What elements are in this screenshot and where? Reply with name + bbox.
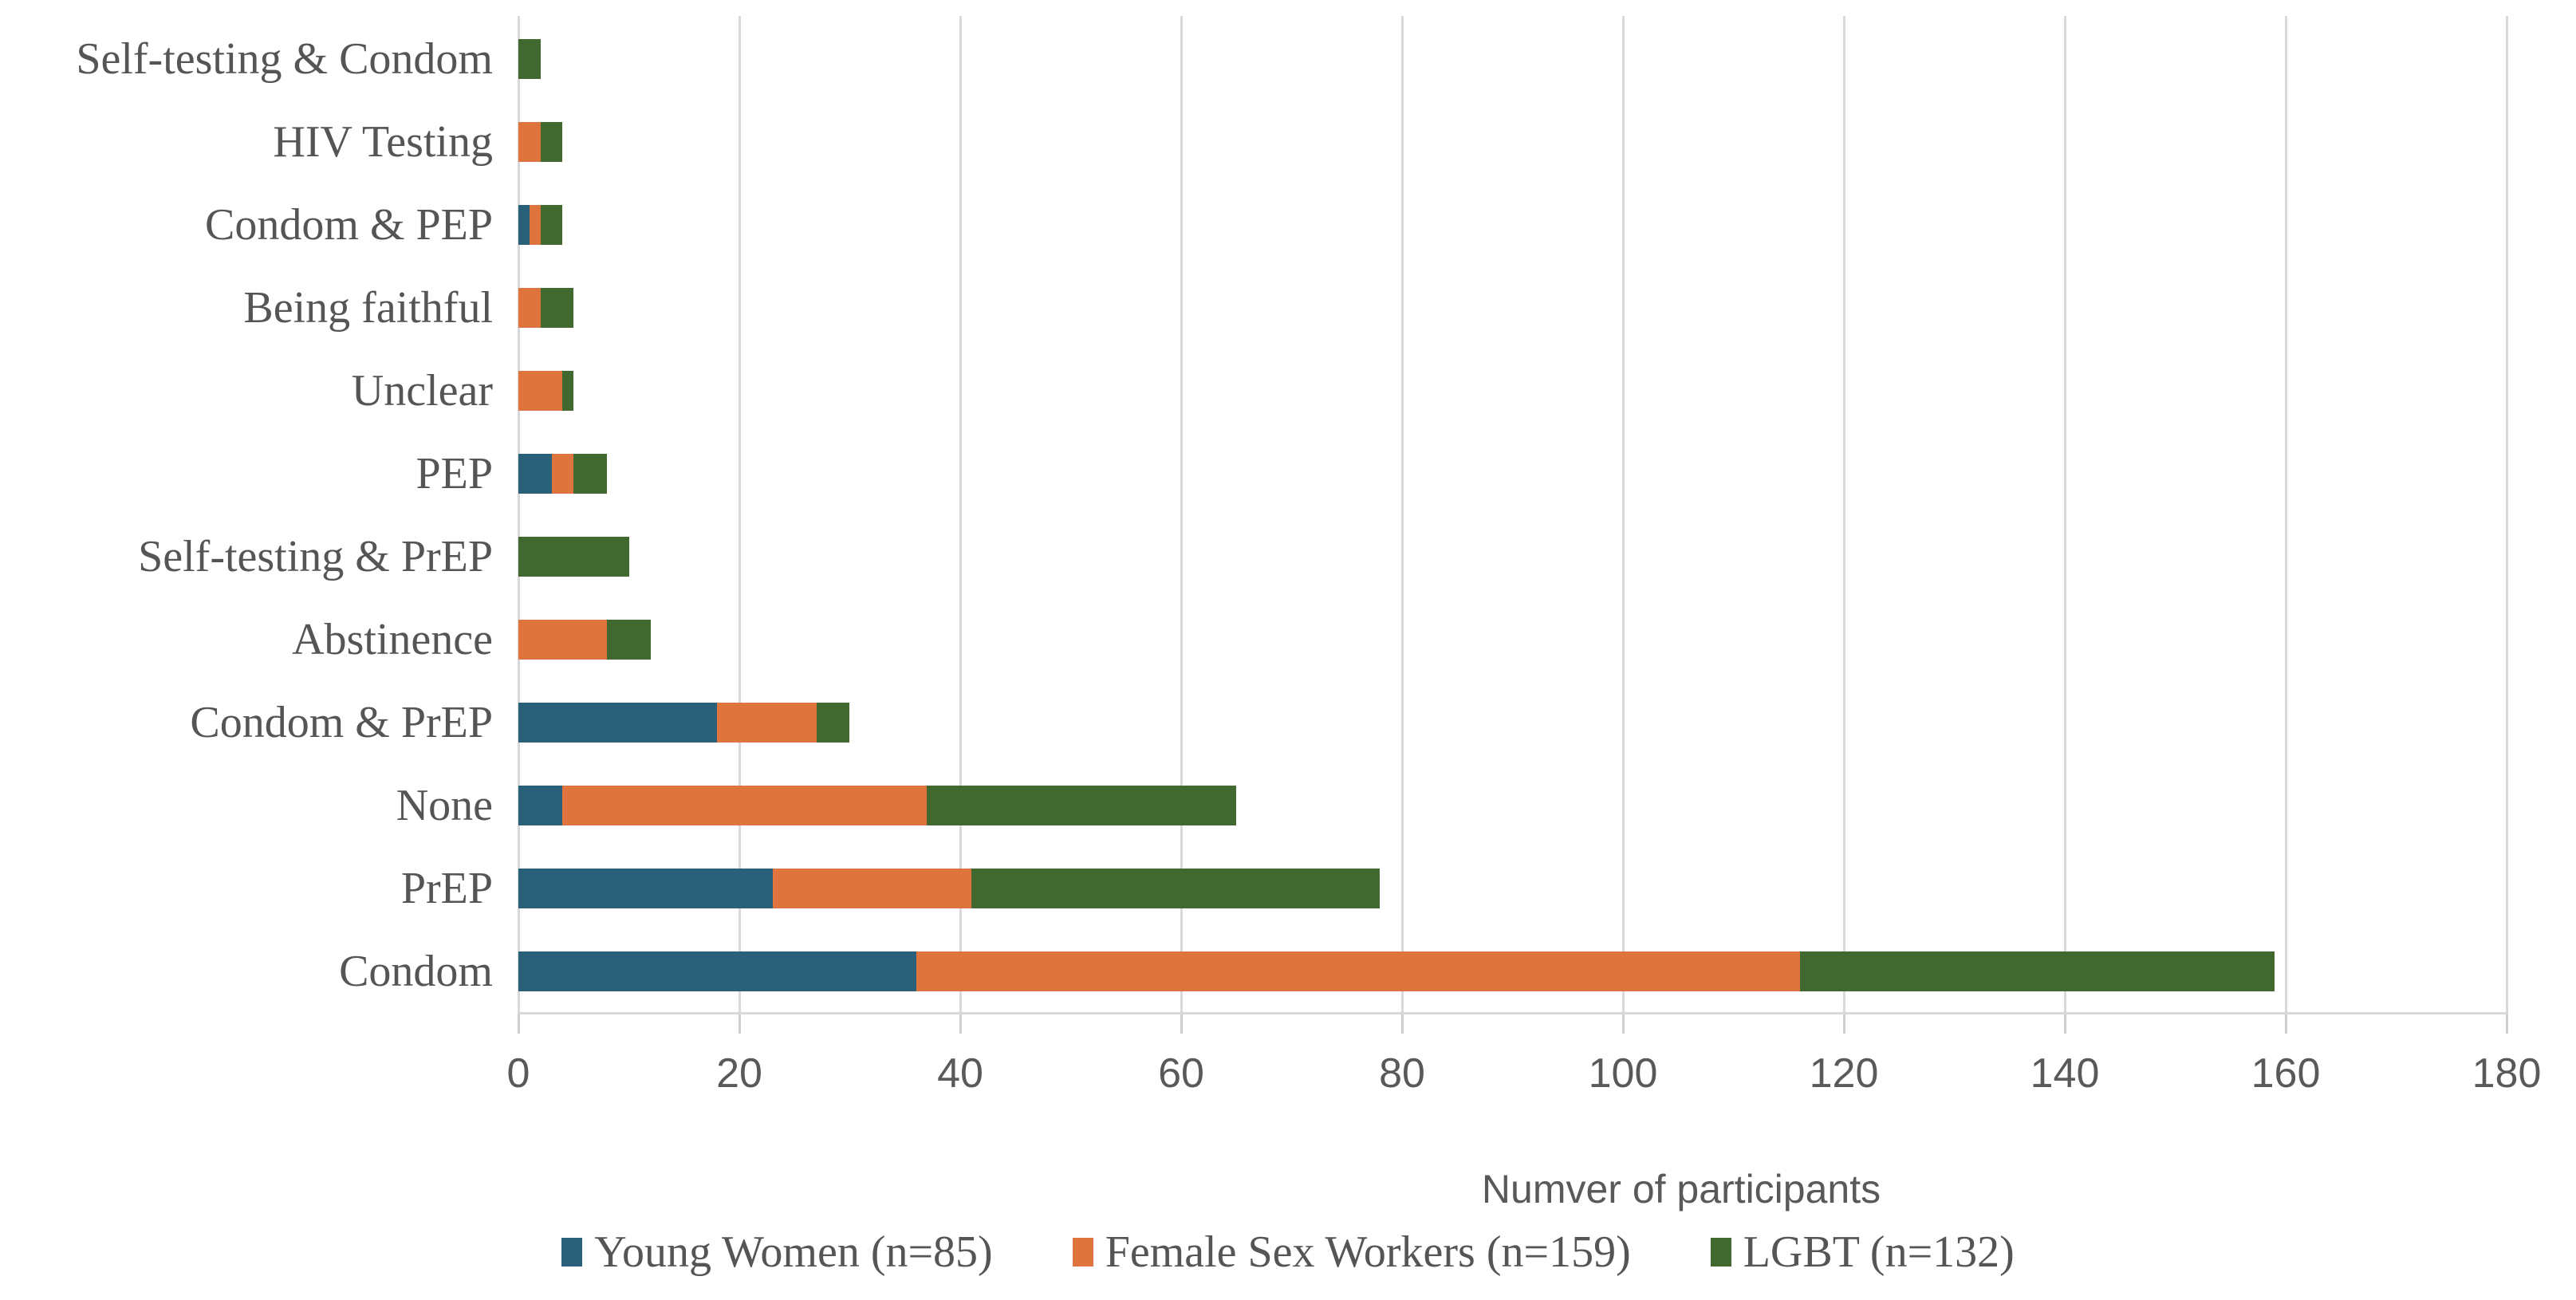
x-tick-label-100: 100 — [1588, 1050, 1658, 1097]
x-tick-label-120: 120 — [1809, 1050, 1879, 1097]
bar-segment-female-sex-workers — [717, 703, 817, 743]
legend-swatch-icon — [1710, 1238, 1731, 1267]
bar-row — [518, 537, 2507, 577]
legend-label: Female Sex Workers (n=159) — [1105, 1227, 1631, 1277]
bar-segment-female-sex-workers — [518, 620, 607, 660]
bar-segment-lgbt — [540, 288, 574, 328]
bar-segment-female-sex-workers — [518, 288, 541, 328]
category-label: Condom — [339, 947, 493, 996]
x-tick-mark — [1400, 1013, 1404, 1034]
category-label: PEP — [416, 449, 494, 498]
bar-segment-young-women — [518, 703, 718, 743]
x-tick-label-60: 60 — [1158, 1050, 1204, 1097]
x-tick-label-160: 160 — [2251, 1050, 2321, 1097]
gridline-140 — [2063, 16, 2066, 1013]
legend-swatch-icon — [561, 1238, 583, 1267]
bar-row — [518, 371, 2507, 411]
gridline-100 — [1621, 16, 1625, 1013]
category-label: None — [396, 781, 493, 830]
bar-segment-female-sex-workers — [916, 951, 1800, 991]
gridline-20 — [738, 16, 741, 1013]
bar-segment-young-women — [518, 951, 916, 991]
x-tick-mark — [1621, 1013, 1625, 1034]
legend-item: Female Sex Workers (n=159) — [1072, 1227, 1631, 1278]
category-label: Unclear — [351, 366, 493, 416]
category-label: Abstinence — [292, 615, 493, 664]
category-label: Condom & PEP — [205, 200, 493, 250]
bar-row — [518, 288, 2507, 328]
bar-segment-female-sex-workers — [551, 454, 574, 494]
bar-segment-lgbt — [573, 454, 607, 494]
legend-label: Young Women (n=85) — [594, 1227, 993, 1277]
bar-segment-female-sex-workers — [518, 122, 541, 162]
bar-segment-young-women — [518, 205, 530, 245]
bar-segment-lgbt — [562, 371, 574, 411]
x-tick-label-180: 180 — [2472, 1050, 2542, 1097]
category-label: PrEP — [400, 864, 493, 913]
bar-row — [518, 869, 2507, 908]
bar-row — [518, 454, 2507, 494]
x-tick-mark — [738, 1013, 741, 1034]
bar-segment-lgbt — [927, 786, 1237, 825]
bar-segment-lgbt — [540, 205, 563, 245]
x-tick-label-40: 40 — [937, 1050, 983, 1097]
x-tick-mark — [2063, 1013, 2066, 1034]
legend-item: Young Women (n=85) — [561, 1227, 993, 1278]
category-label: Self-testing & Condom — [76, 34, 493, 84]
legend-label: LGBT (n=132) — [1743, 1227, 2015, 1277]
bar-segment-lgbt — [606, 620, 652, 660]
gridline-160 — [2284, 16, 2287, 1013]
gridline-40 — [959, 16, 962, 1013]
bar-row — [518, 786, 2507, 825]
bar-segment-female-sex-workers — [518, 371, 563, 411]
bar-row — [518, 620, 2507, 660]
x-tick-mark — [959, 1013, 962, 1034]
bar-segment-young-women — [518, 869, 773, 908]
x-axis-line — [518, 1011, 2507, 1014]
bar-row — [518, 951, 2507, 991]
bar-segment-female-sex-workers — [772, 869, 971, 908]
x-tick-mark — [1842, 1013, 1845, 1034]
bar-segment-young-women — [518, 786, 563, 825]
x-tick-label-0: 0 — [506, 1050, 530, 1097]
bar-row — [518, 122, 2507, 162]
gridline-120 — [1842, 16, 1845, 1013]
gridline-0 — [517, 16, 520, 1013]
legend: Young Women (n=85) Female Sex Workers (n=… — [0, 1227, 2576, 1278]
x-tick-mark — [1180, 1013, 1183, 1034]
legend-swatch-icon — [1072, 1238, 1093, 1267]
x-tick-mark — [2284, 1013, 2287, 1034]
bar-segment-lgbt — [816, 703, 850, 743]
bar-row — [518, 39, 2507, 79]
x-tick-label-20: 20 — [716, 1050, 762, 1097]
category-label: Condom & PrEP — [190, 698, 493, 747]
bar-segment-female-sex-workers — [562, 786, 928, 825]
bar-row — [518, 205, 2507, 245]
gridline-180 — [2505, 16, 2508, 1013]
bar-segment-lgbt — [518, 39, 541, 79]
legend-item: LGBT (n=132) — [1710, 1227, 2015, 1278]
bar-row — [518, 703, 2507, 743]
category-label: Being faithful — [243, 283, 493, 333]
plot-area: 0 20 40 60 80 100 120 140 160 180 Self-testing & C… — [76, 16, 2542, 1097]
x-tick-label-140: 140 — [2030, 1050, 2100, 1097]
x-axis-title: Numver of participants — [1481, 1167, 1881, 1211]
x-tick-mark — [2505, 1013, 2508, 1034]
bar-segment-young-women — [518, 454, 552, 494]
gridline-60 — [1180, 16, 1183, 1013]
bar-segment-lgbt — [518, 537, 629, 577]
bar-segment-female-sex-workers — [529, 205, 541, 245]
x-tick-mark — [517, 1013, 520, 1034]
bar-segment-lgbt — [971, 869, 1381, 908]
x-tick-label-80: 80 — [1379, 1050, 1425, 1097]
bar-segment-lgbt — [1799, 951, 2275, 991]
gridline-80 — [1400, 16, 1404, 1013]
bar-segment-lgbt — [540, 122, 563, 162]
category-label: HIV Testing — [273, 117, 493, 167]
category-label: Self-testing & PrEP — [138, 532, 493, 581]
